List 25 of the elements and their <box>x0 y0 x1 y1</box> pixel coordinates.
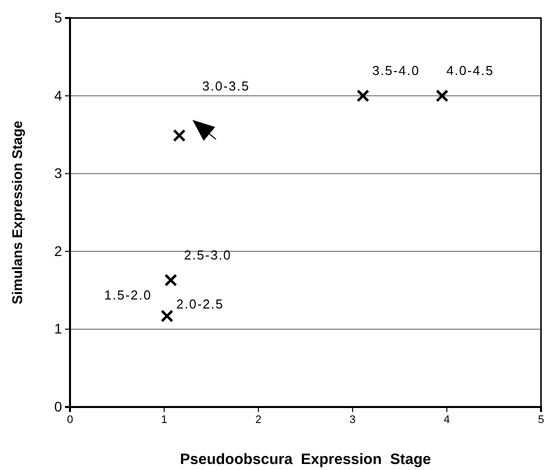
x-tick-label: 2 <box>255 414 262 426</box>
x-axis-title: Pseudoobscura Expression Stage <box>180 451 431 468</box>
x-tick-label: 0 <box>66 414 74 426</box>
annotation: 4.0-4.5 <box>446 63 494 78</box>
y-tick-label: 4 <box>54 87 62 104</box>
annotation: 3.5-4.0 <box>372 63 420 78</box>
y-tick-label: 5 <box>54 9 62 26</box>
y-tick-label: 0 <box>54 398 62 414</box>
annotation: 3.0-3.5 <box>202 78 250 94</box>
annotation: 2.5-3.0 <box>184 248 232 263</box>
y-tick-label: 3 <box>54 165 62 182</box>
point <box>172 129 186 142</box>
x-tick-label: 4 <box>444 414 450 426</box>
point <box>164 274 178 287</box>
x-tick-label: 3 <box>350 414 356 426</box>
annotation: 2.0-2.5 <box>176 296 224 312</box>
point <box>356 89 370 102</box>
point <box>160 310 174 322</box>
x-tick-label: 5 <box>538 414 544 426</box>
annotation: 1.5-2.0 <box>104 287 152 302</box>
y-axis-title: Simulans Expression Stage <box>9 120 25 304</box>
y-tick-label: 1 <box>54 320 62 337</box>
y-tick-label: 2 <box>54 242 62 259</box>
point <box>436 89 448 102</box>
x-tick-label: 1 <box>161 414 168 426</box>
